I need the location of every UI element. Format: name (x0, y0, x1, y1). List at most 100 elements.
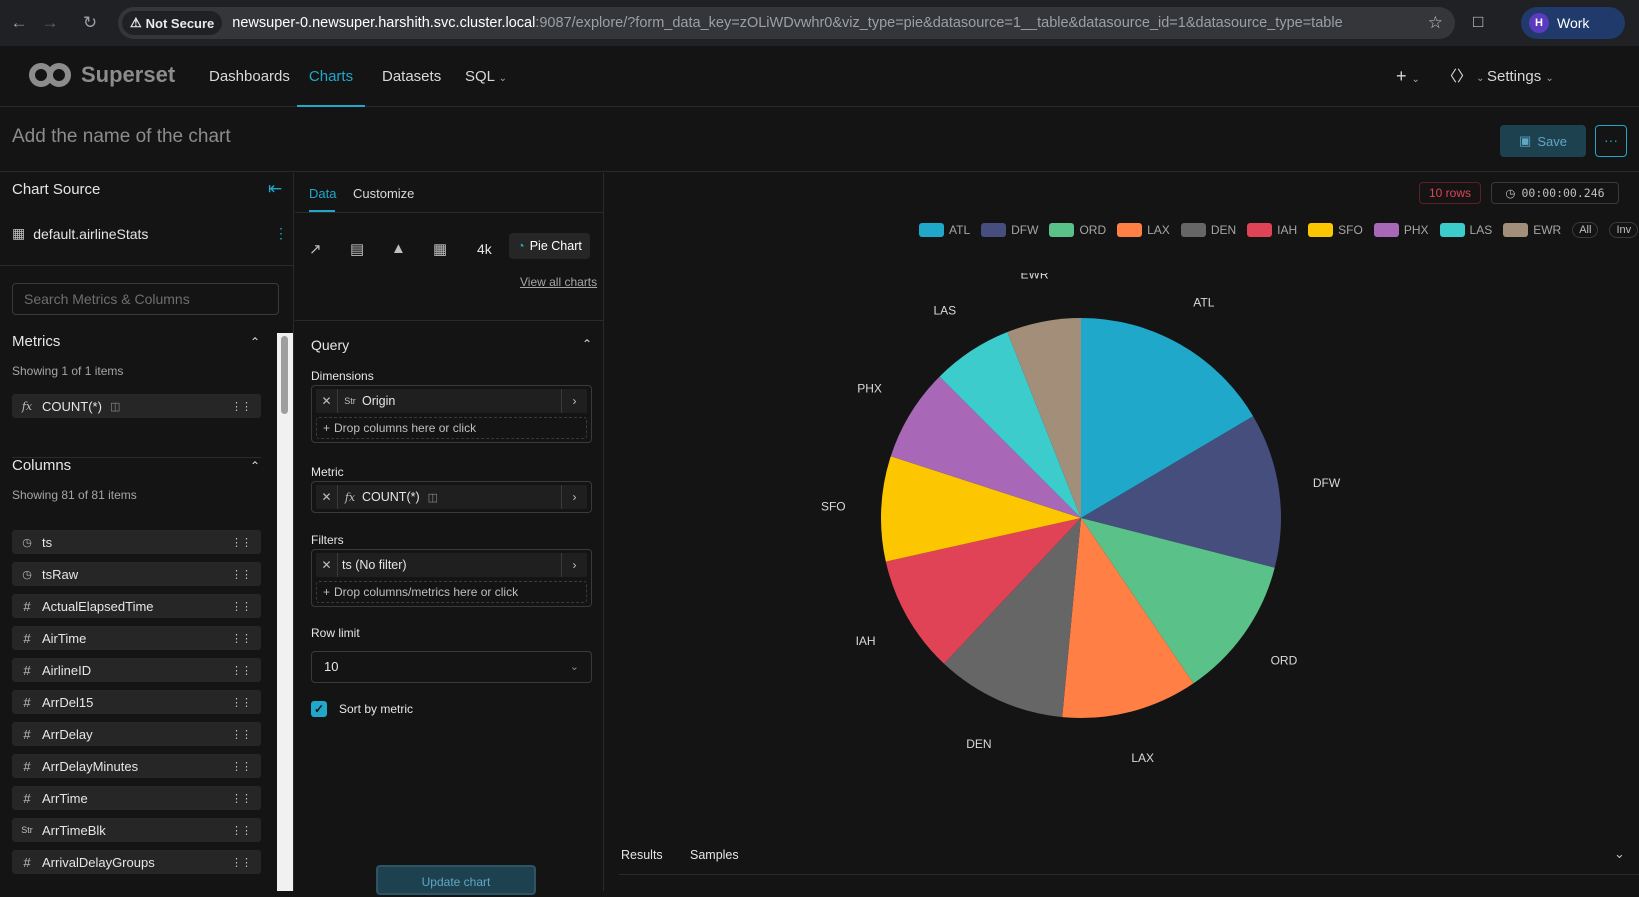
line-chart-icon[interactable]: ↗ (309, 241, 322, 258)
tab-data[interactable]: Data (309, 186, 337, 201)
drag-handle-icon[interactable]: ⋮⋮ (231, 600, 252, 613)
legend-invert-button[interactable]: Inv (1609, 222, 1639, 238)
legend-select-all-button[interactable]: All (1572, 222, 1599, 238)
tab-customize[interactable]: Customize (353, 186, 415, 201)
pie-slice[interactable] (881, 456, 1081, 562)
nav-charts[interactable]: Charts (297, 46, 365, 107)
table-chart-icon[interactable]: ▦ (433, 241, 448, 258)
chevron-down-icon[interactable]: ⌄ (1614, 846, 1625, 861)
pie-slice[interactable] (1062, 518, 1194, 718)
pie-slice[interactable] (1081, 518, 1275, 684)
settings-menu[interactable]: Settings ⌄ (1487, 46, 1554, 107)
column-item[interactable]: # ArrDelay ⋮⋮ (12, 722, 261, 746)
column-item[interactable]: # ArrTime ⋮⋮ (12, 786, 261, 810)
close-icon[interactable]: ✕ (316, 553, 338, 577)
legend-item[interactable]: ORD (1049, 223, 1106, 237)
collapse-panel-icon[interactable]: ⇤ (268, 179, 283, 198)
sort-by-metric-label[interactable]: Sort by metric (339, 702, 414, 716)
drag-handle-icon[interactable]: ⋮⋮ (231, 536, 252, 549)
legend-item[interactable]: IAH (1247, 223, 1297, 237)
drag-handle-icon[interactable]: ⋮⋮ (231, 632, 252, 645)
more-options-button[interactable]: ··· (1595, 125, 1627, 157)
row-limit-select[interactable]: 10 ⌄ (311, 651, 592, 683)
pie-slice[interactable] (1081, 416, 1281, 568)
search-input[interactable]: Search Metrics & Columns (12, 283, 279, 315)
legend-item[interactable]: ATL (919, 223, 970, 237)
nav-dashboards[interactable]: Dashboards (209, 68, 290, 85)
drag-handle-icon[interactable]: ⋮⋮ (231, 728, 252, 741)
query-section-heading[interactable]: Query (311, 337, 350, 353)
pie-chart-button[interactable]: ◔ Pie Chart (509, 233, 590, 259)
chevron-right-icon[interactable]: › (561, 389, 587, 413)
pie-slice[interactable] (939, 332, 1081, 518)
column-item[interactable]: # ArrDel15 ⋮⋮ (12, 690, 261, 714)
tab-samples[interactable]: Samples (690, 848, 739, 862)
view-all-charts-link[interactable]: View all charts (520, 275, 598, 289)
column-item[interactable]: ◷ tsRaw ⋮⋮ (12, 562, 261, 586)
chevron-up-icon[interactable]: ⌃ (250, 335, 261, 349)
bookmark-star-icon[interactable]: ☆ (1427, 13, 1443, 32)
pie-slice[interactable] (885, 518, 1081, 664)
not-secure-badge[interactable]: ⚠ Not Secure (122, 11, 223, 35)
legend-item[interactable]: SFO (1308, 223, 1363, 237)
column-item[interactable]: # ArrDelayMinutes ⋮⋮ (12, 754, 261, 778)
drag-handle-icon[interactable]: ⋮⋮ (231, 664, 252, 677)
profile-button[interactable]: H Work (1521, 7, 1625, 39)
drag-handle-icon[interactable]: ⋮⋮ (231, 824, 252, 837)
drag-handle-icon[interactable]: ⋮⋮ (231, 400, 252, 413)
pie-slice[interactable] (1007, 318, 1081, 518)
extensions-icon[interactable]: □ (1473, 12, 1484, 31)
chevron-right-icon[interactable]: › (561, 553, 587, 577)
column-item[interactable]: # AirlineID ⋮⋮ (12, 658, 261, 682)
chevron-up-icon[interactable]: ⌃ (250, 459, 261, 473)
sort-by-metric-checkbox[interactable]: ✓ (311, 701, 327, 717)
tab-results[interactable]: Results (621, 848, 663, 862)
filter-item[interactable]: ✕ ts (No filter) › (316, 553, 587, 577)
forward-icon[interactable]: → (41, 13, 59, 32)
legend-item[interactable]: DFW (981, 223, 1038, 237)
legend-item[interactable]: DEN (1180, 223, 1236, 237)
dataset-selector[interactable]: ▦ default.airlineStats (12, 225, 148, 242)
nav-sql[interactable]: SQL ⌄ (465, 46, 507, 107)
column-item[interactable]: # AirTime ⋮⋮ (12, 626, 261, 650)
drag-handle-icon[interactable]: ⋮⋮ (231, 760, 252, 773)
dimension-drop-zone[interactable]: + Drop columns here or click (316, 417, 587, 439)
legend-item[interactable]: EWR (1503, 223, 1561, 237)
drag-handle-icon[interactable]: ⋮⋮ (231, 696, 252, 709)
big-number-chart-button[interactable]: 4k (477, 241, 492, 257)
metrics-heading[interactable]: Metrics (12, 333, 61, 350)
plus-icon[interactable]: + ⌄ (1396, 66, 1420, 86)
pie-slice[interactable] (944, 518, 1081, 718)
column-item[interactable]: # ActualElapsedTime ⋮⋮ (12, 594, 261, 618)
close-icon[interactable]: ✕ (316, 485, 338, 509)
back-icon[interactable]: ← (10, 13, 28, 32)
legend-item[interactable]: LAX (1117, 223, 1170, 237)
filter-drop-zone[interactable]: + Drop columns/metrics here or click (316, 581, 587, 603)
metric-item[interactable]: fx COUNT(*) ◫ ⋮⋮ (12, 394, 261, 418)
legend-item[interactable]: LAS (1439, 223, 1492, 237)
column-item[interactable]: # ArrivalDelayGroups ⋮⋮ (12, 850, 261, 874)
scrollbar-track[interactable] (277, 333, 293, 891)
scrollbar-thumb[interactable] (281, 336, 288, 414)
column-item[interactable]: Str ArrTimeBlk ⋮⋮ (12, 818, 261, 842)
drag-handle-icon[interactable]: ⋮⋮ (231, 856, 252, 869)
theme-icon[interactable]: 〈〉 ⌄ (1442, 68, 1485, 85)
bar-chart-icon[interactable]: ▤ (350, 241, 365, 258)
pie-slice[interactable] (1081, 318, 1254, 518)
pie-slice[interactable] (890, 376, 1081, 518)
reload-icon[interactable]: ↻ (82, 13, 98, 32)
drag-handle-icon[interactable]: ⋮⋮ (231, 792, 252, 805)
area-chart-icon[interactable]: ▲ (391, 240, 406, 257)
superset-logo[interactable]: Superset (29, 62, 175, 88)
nav-datasets[interactable]: Datasets (382, 68, 442, 85)
columns-heading[interactable]: Columns (12, 457, 72, 474)
column-item[interactable]: ◷ ts ⋮⋮ (12, 530, 261, 554)
metric-item[interactable]: ✕ fx COUNT(*) ◫ › (316, 485, 587, 509)
kebab-menu-icon[interactable]: ⋮ (274, 225, 288, 241)
save-button[interactable]: ▣ Save (1500, 125, 1586, 157)
legend-item[interactable]: PHX (1373, 223, 1429, 237)
dimension-item[interactable]: ✕ Str Origin › (316, 389, 587, 413)
update-chart-button[interactable]: Update chart (376, 865, 536, 895)
drag-handle-icon[interactable]: ⋮⋮ (231, 568, 252, 581)
address-bar[interactable]: ⚠ Not Secure newsuper-0.newsuper.harshit… (118, 7, 1455, 39)
